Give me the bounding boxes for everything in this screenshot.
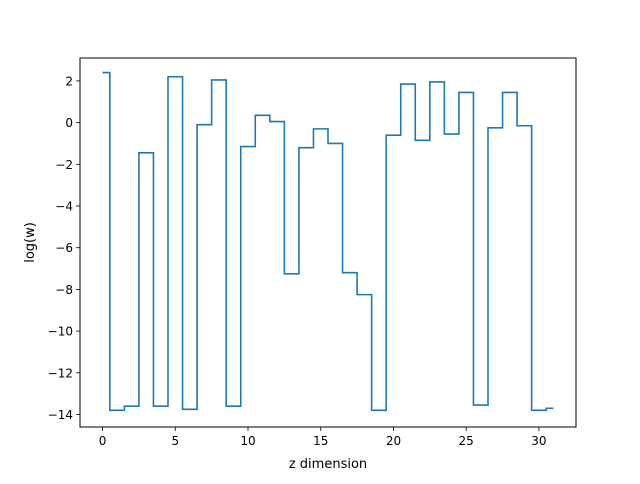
y-tick-label: −4 — [55, 200, 73, 214]
x-tick-label: 10 — [240, 434, 255, 448]
y-tick-label: 0 — [65, 116, 73, 130]
y-tick-label: −6 — [55, 241, 73, 255]
y-tick-label: −2 — [55, 158, 73, 172]
x-tick-label: 15 — [313, 434, 328, 448]
series-0-step-line — [102, 71, 554, 412]
y-tick-label: −8 — [55, 283, 73, 297]
y-tick-label: −12 — [48, 366, 73, 380]
x-tick-label: 0 — [99, 434, 107, 448]
axes-frame — [79, 57, 577, 428]
x-tick-label: 5 — [171, 434, 179, 448]
x-tick-label: 20 — [386, 434, 401, 448]
y-tick-label: −14 — [48, 408, 73, 422]
y-tick-label: −10 — [48, 325, 73, 339]
x-tick-label: 30 — [531, 434, 546, 448]
x-tick-label: 25 — [459, 434, 474, 448]
y-axis-label: log(w) — [23, 222, 38, 263]
x-axis-label: z dimension — [289, 457, 367, 472]
y-tick-label: 2 — [65, 74, 73, 88]
